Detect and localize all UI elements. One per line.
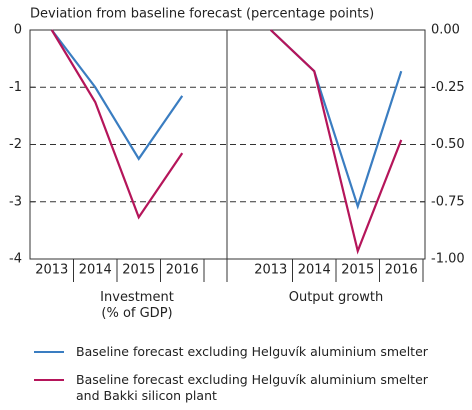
series-line bbox=[50, 29, 184, 220]
series-line bbox=[269, 29, 403, 210]
x-tick-label: 2014 bbox=[298, 263, 331, 278]
x-tick-label: 2014 bbox=[79, 263, 112, 278]
y2-tick-label: 0.00 bbox=[431, 23, 460, 38]
y2-tick-label: -1.00 bbox=[431, 252, 465, 267]
x-axis-label: Output growth bbox=[288, 290, 384, 305]
series-line bbox=[50, 29, 184, 161]
x-axis-label: Investment (% of GDP) bbox=[100, 290, 174, 321]
series-line bbox=[269, 29, 403, 255]
x-tick-label: 2013 bbox=[35, 263, 68, 278]
legend-swatch bbox=[34, 351, 64, 353]
y2-tick-label: -0.50 bbox=[431, 137, 465, 152]
x-tick-label: 2015 bbox=[122, 263, 155, 278]
legend-item: Baseline forecast excluding Helguvík alu… bbox=[34, 372, 428, 404]
y-tick-label: -3 bbox=[9, 194, 22, 209]
legend-label: Baseline forecast excluding Helguvík alu… bbox=[76, 372, 428, 403]
chart-title: Deviation from baseline forecast (percen… bbox=[30, 7, 374, 22]
legend-swatch bbox=[34, 379, 64, 381]
y-tick-label: -2 bbox=[9, 137, 22, 152]
legend-label: Baseline forecast excluding Helguvík alu… bbox=[76, 344, 428, 359]
y2-tick-label: -0.25 bbox=[431, 80, 465, 95]
x-tick-label: 2015 bbox=[341, 263, 374, 278]
legend-item: Baseline forecast excluding Helguvík alu… bbox=[34, 344, 428, 360]
y-tick-label: -1 bbox=[9, 80, 22, 95]
x-tick-label: 2013 bbox=[254, 263, 287, 278]
x-tick-label: 2016 bbox=[385, 263, 418, 278]
y-tick-label: -4 bbox=[9, 252, 22, 267]
y-tick-label: 0 bbox=[14, 23, 22, 38]
x-tick-label: 2016 bbox=[166, 263, 199, 278]
y2-tick-label: -0.75 bbox=[431, 194, 465, 209]
